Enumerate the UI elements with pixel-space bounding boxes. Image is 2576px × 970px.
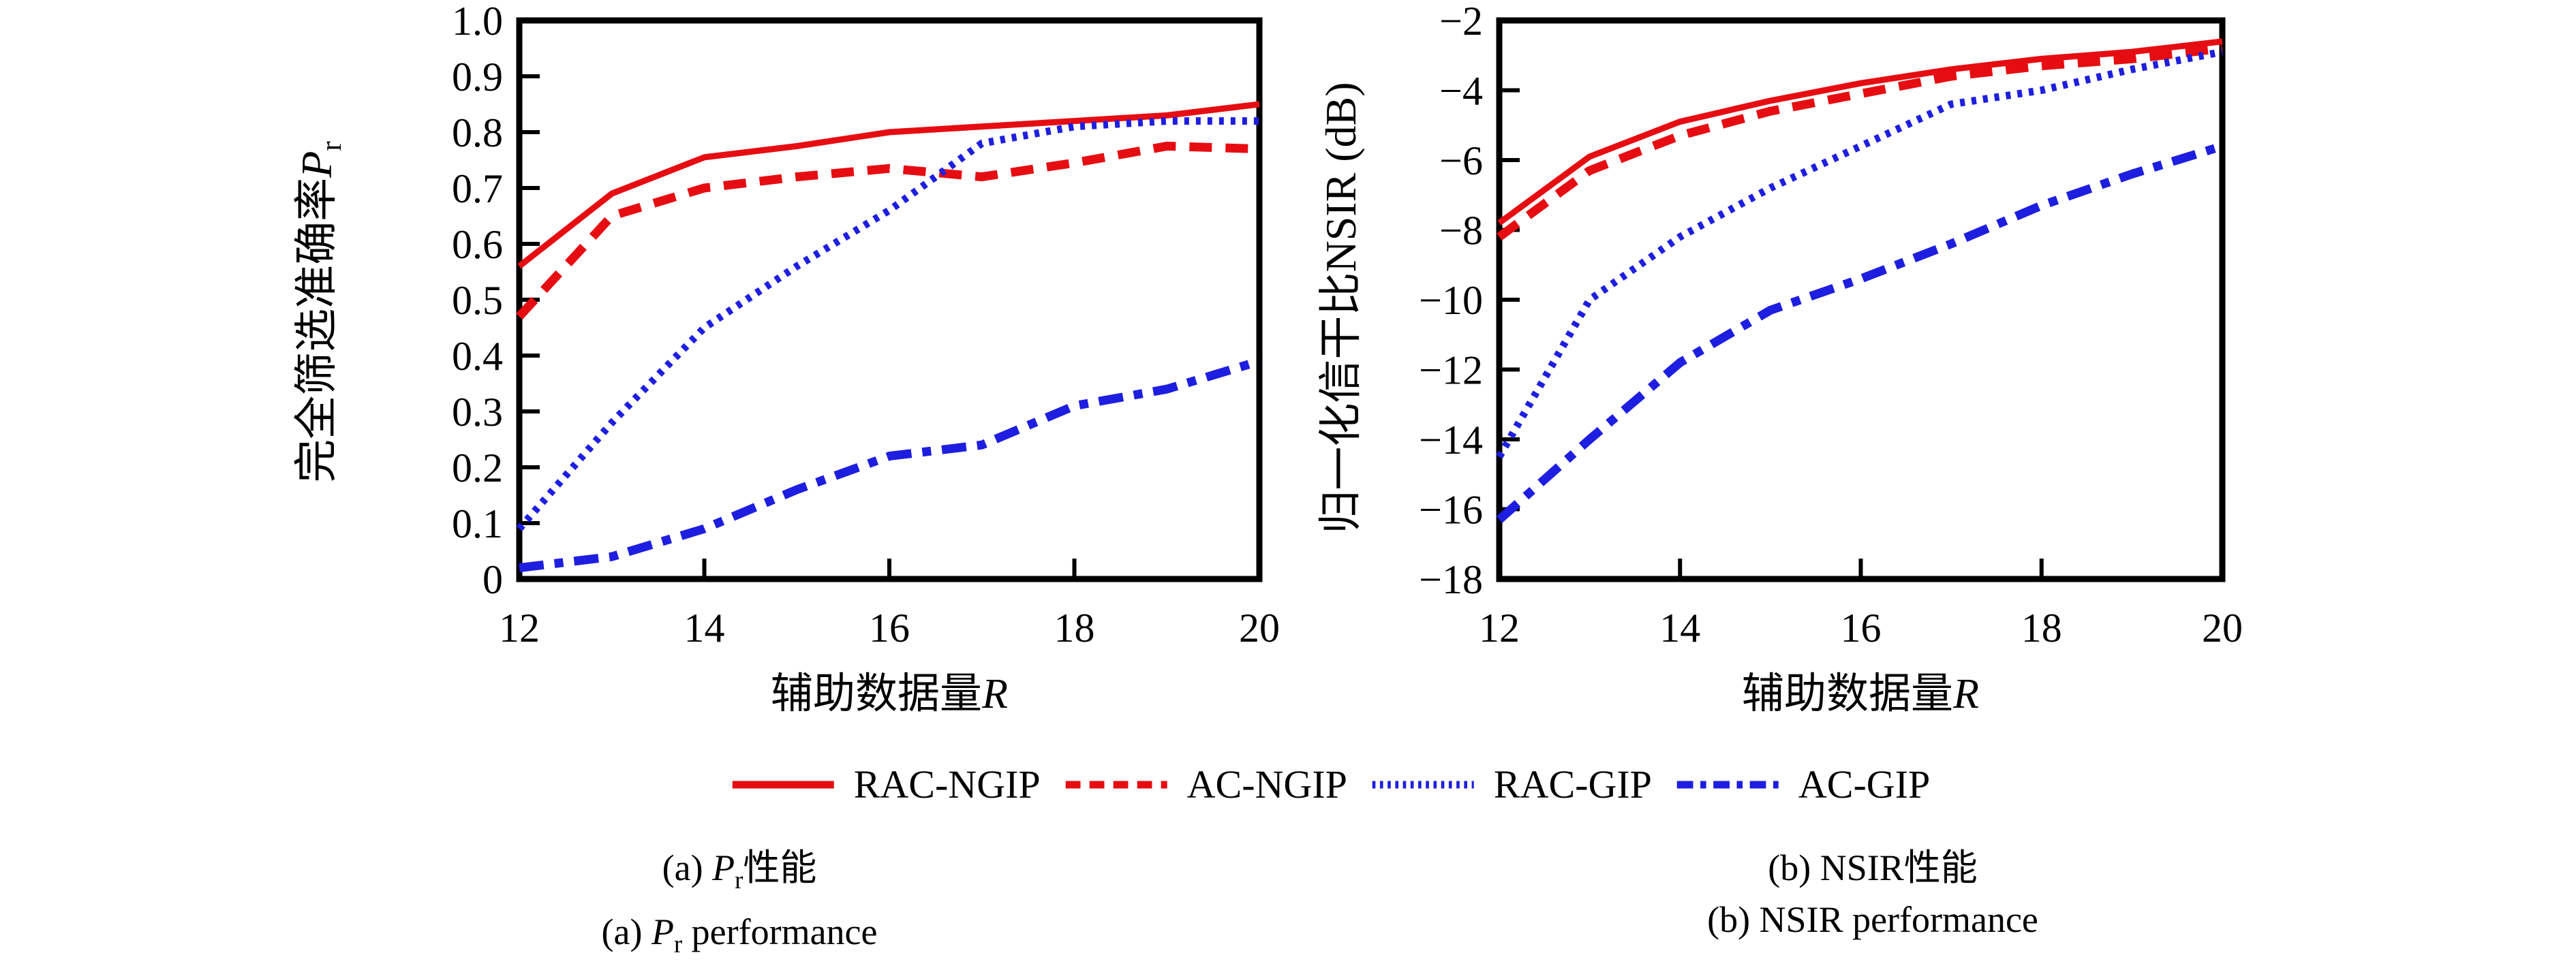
svg-text:16: 16 xyxy=(869,606,910,651)
svg-text:−10: −10 xyxy=(1419,278,1483,323)
rac-gip-line-sample-icon xyxy=(1372,781,1474,788)
legend-label: AC-NGIP xyxy=(1186,762,1347,807)
nsir-chart: 12 14 16 18 20 −18 −16 −14 −12 −10 −8 −6 −4 −2 xyxy=(1419,0,2243,651)
legend-item-rac-ngip: RAC-NGIP xyxy=(731,762,1041,807)
ac-ngip-line-sample-icon xyxy=(1065,781,1167,788)
svg-text:12: 12 xyxy=(499,606,540,651)
legend-item-ac-gip: AC-GIP xyxy=(1675,762,1930,807)
caption-b-en: (b) NSIR performance xyxy=(1707,899,2038,940)
svg-text:0: 0 xyxy=(482,557,503,602)
caption-a: (a) Pr性能 (a) Pr performance xyxy=(602,842,878,970)
svg-text:12: 12 xyxy=(1479,606,1520,651)
caption-a-en: (a) Pr performance xyxy=(601,911,878,958)
svg-text:0.8: 0.8 xyxy=(452,110,503,155)
rac-ngip-line-sample-icon xyxy=(732,781,834,788)
svg-text:0.5: 0.5 xyxy=(452,278,503,323)
svg-text:−14: −14 xyxy=(1419,418,1483,463)
svg-text:−2: −2 xyxy=(1439,0,1483,44)
pr-y-axis-label-sub: r xyxy=(314,141,348,151)
svg-text:−6: −6 xyxy=(1439,138,1483,183)
legend-item-rac-gip: RAC-GIP xyxy=(1370,762,1652,807)
legend-item-ac-ngip: AC-NGIP xyxy=(1064,762,1347,807)
nsir-x-axis-label: 辅助数据量R xyxy=(1742,671,1979,717)
svg-text:0.3: 0.3 xyxy=(452,390,503,435)
svg-text:−18: −18 xyxy=(1419,557,1483,602)
pr-y-axis-label-cjk: 完全筛选准确率 xyxy=(292,177,341,483)
svg-text:−8: −8 xyxy=(1439,208,1483,253)
caption-a-cn: (a) Pr性能 xyxy=(662,847,817,894)
svg-text:1.0: 1.0 xyxy=(452,0,503,44)
svg-text:20: 20 xyxy=(2202,606,2243,651)
caption-b: (b) NSIR性能 (b) NSIR performance xyxy=(1707,842,2038,945)
pr-chart: 12 14 16 18 20 0 0.1 0.2 0.3 0.4 0.5 0.6 0.7 0.8 0.9 1.… xyxy=(452,0,1280,651)
caption-b-cn: (b) NSIR性能 xyxy=(1768,847,1978,888)
legend-label: AC-GIP xyxy=(1798,762,1931,807)
pr-y-axis-label-math: P xyxy=(292,151,341,178)
svg-text:−4: −4 xyxy=(1439,69,1483,114)
pr-y-axis-label: 完全筛选准确率Pr xyxy=(281,141,348,483)
svg-text:16: 16 xyxy=(1841,606,1882,651)
legend: RAC-NGIP AC-NGIP RAC-GIP AC-GIP xyxy=(731,762,1930,807)
svg-text:20: 20 xyxy=(1239,606,1280,651)
legend-label: RAC-GIP xyxy=(1493,762,1652,807)
svg-text:0.2: 0.2 xyxy=(452,445,503,490)
svg-text:18: 18 xyxy=(2021,606,2062,651)
svg-text:14: 14 xyxy=(1659,606,1700,651)
svg-text:−16: −16 xyxy=(1419,488,1483,533)
legend-label: RAC-NGIP xyxy=(853,762,1041,807)
pr-x-axis-label: 辅助数据量R xyxy=(771,671,1008,717)
svg-text:0.1: 0.1 xyxy=(452,501,503,546)
svg-text:0.6: 0.6 xyxy=(452,222,503,267)
svg-text:0.9: 0.9 xyxy=(452,54,503,99)
svg-text:0.7: 0.7 xyxy=(452,166,503,211)
svg-text:0.4: 0.4 xyxy=(452,334,503,379)
svg-text:18: 18 xyxy=(1054,606,1095,651)
nsir-y-axis-label: 归一化信干比NSIR (dB) xyxy=(1317,82,1365,534)
ac-gip-line-sample-icon xyxy=(1676,781,1779,788)
svg-text:14: 14 xyxy=(684,606,725,651)
svg-text:−12: −12 xyxy=(1419,348,1483,393)
